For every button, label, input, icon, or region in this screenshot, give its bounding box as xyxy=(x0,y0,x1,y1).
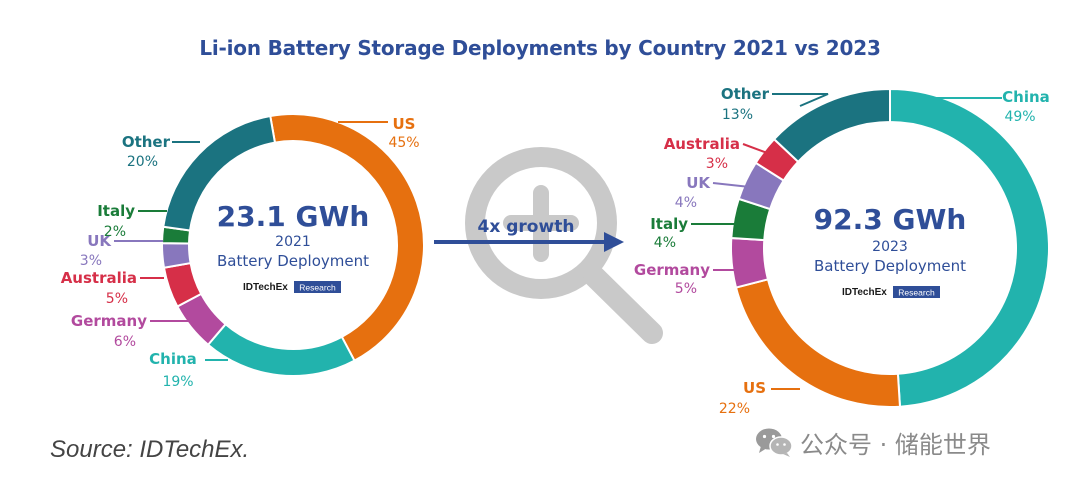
slice-pct-italy: 2% xyxy=(104,224,126,240)
slice-label-italy: Italy xyxy=(97,202,135,220)
slice-label-other: Other xyxy=(721,85,770,103)
center-year: 2021 xyxy=(275,234,311,250)
brand-name: IDTechEx xyxy=(243,282,288,293)
donut-chart-2021: US 45% China 19% Germany 6% Australia 5% UK 3% Ita… xyxy=(61,113,425,390)
slice-pct-china: 49% xyxy=(1004,109,1035,125)
slice-label-australia: Australia xyxy=(664,135,740,153)
growth-label: 4x growth xyxy=(478,217,575,237)
slice-label-us: US xyxy=(743,379,766,397)
slice-label-china: China xyxy=(149,350,197,368)
slice-pct-other: 13% xyxy=(722,107,753,123)
center-value: 92.3 GWh xyxy=(814,203,967,236)
slice-label-germany: Germany xyxy=(71,312,147,330)
slice-label-us: US xyxy=(393,115,416,133)
slice-label-china: China xyxy=(1002,88,1050,106)
slice-other xyxy=(772,87,891,164)
wechat-icon xyxy=(756,428,793,457)
slice-uk xyxy=(161,242,192,269)
leader-line-australia xyxy=(742,143,771,155)
slice-china xyxy=(889,87,1050,408)
brand-name: IDTechEx xyxy=(842,287,887,298)
slice-label-other: Other xyxy=(122,133,171,151)
growth-arrow xyxy=(434,232,624,252)
slice-pct-australia: 5% xyxy=(106,291,128,307)
slice-pct-uk: 4% xyxy=(675,195,697,211)
chart-title: Li-ion Battery Storage Deployments by Co… xyxy=(199,36,881,60)
slice-pct-uk: 3% xyxy=(80,253,102,269)
center-year: 2023 xyxy=(872,239,908,255)
slice-label-australia: Australia xyxy=(61,269,137,287)
slice-pct-australia: 3% xyxy=(706,156,728,172)
slice-germany xyxy=(730,236,770,289)
slice-pct-us: 45% xyxy=(388,135,419,151)
magnifier-icon xyxy=(465,147,663,344)
slice-pct-us: 22% xyxy=(719,401,750,417)
slice-label-germany: Germany xyxy=(634,261,710,279)
brand-tag: Research xyxy=(898,288,935,298)
watermark: 公众号 · 储能世界 xyxy=(754,424,991,460)
slice-pct-other: 20% xyxy=(127,154,158,170)
slice-pct-germany: 5% xyxy=(675,281,697,297)
slice-china xyxy=(206,322,356,377)
brand-tag: Research xyxy=(299,283,336,293)
watermark-text: 公众号 · 储能世界 xyxy=(800,430,991,459)
idtechex-logo: IDTechEx Research xyxy=(243,281,341,293)
donut-chart-2023: China 49% US 22% Germany 5% Italy 4% UK 4% Austral… xyxy=(634,85,1050,417)
slice-pct-germany: 6% xyxy=(114,334,136,350)
center-label: Battery Deployment xyxy=(814,257,966,275)
slice-label-italy: Italy xyxy=(650,215,688,233)
center-label: Battery Deployment xyxy=(217,252,369,270)
idtechex-logo: IDTechEx Research xyxy=(842,286,940,298)
slice-pct-china: 19% xyxy=(162,374,193,390)
slice-label-uk: UK xyxy=(87,232,112,250)
leader-line-other xyxy=(772,93,829,107)
center-value: 23.1 GWh xyxy=(217,200,370,233)
source-note: Source: IDTechEx. xyxy=(50,436,250,463)
slice-label-uk: UK xyxy=(686,174,711,192)
leader-line-uk xyxy=(712,182,751,188)
slice-pct-italy: 4% xyxy=(654,235,676,251)
slice-other xyxy=(162,114,277,232)
